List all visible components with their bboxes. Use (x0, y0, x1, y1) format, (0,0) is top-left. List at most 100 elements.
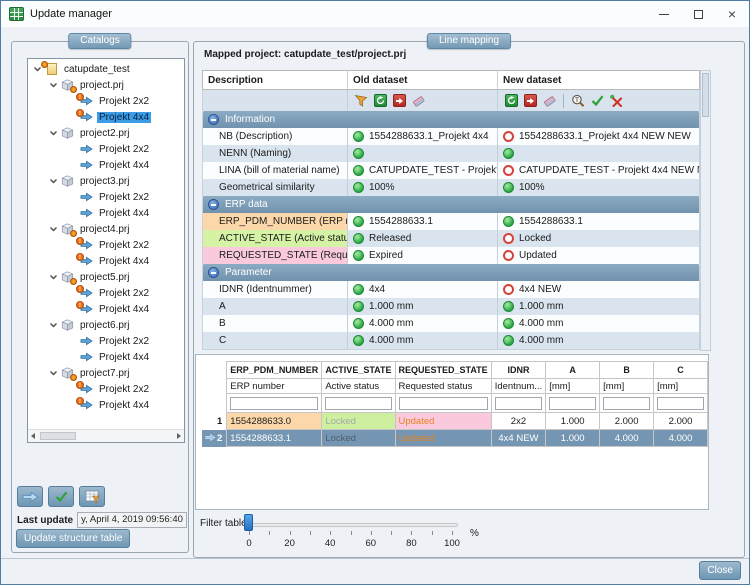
last-update-field[interactable]: y, April 4, 2019 09:56:40 (77, 512, 188, 528)
chevron-down-icon[interactable] (47, 81, 60, 89)
tree-horizontal-scrollbar[interactable] (28, 429, 184, 442)
chevron-down-icon[interactable] (47, 321, 60, 329)
mapping-row[interactable]: Geometrical similarity 100% 100% (202, 179, 700, 196)
tree-item[interactable]: project6.prj (28, 317, 184, 333)
column-header[interactable]: ERP_PDM_NUMBER (226, 361, 323, 379)
slider-ticks: 0 20 40 60 80 100 (246, 531, 460, 553)
scrollbar-thumb[interactable] (40, 432, 76, 440)
transfer-button[interactable] (17, 486, 43, 507)
column-filter-input[interactable] (325, 396, 392, 410)
tree-item[interactable]: ! Projekt 4x4 (28, 396, 184, 413)
tree-item[interactable]: project4.prj (28, 221, 184, 237)
table-row[interactable]: 2 1554288633.1 Locked Updated 4x4 NEW 1.000 4.… (202, 429, 708, 447)
section-header[interactable]: Information (202, 111, 700, 128)
tree-item[interactable]: project7.prj (28, 365, 184, 381)
structure-table-button[interactable] (79, 486, 105, 507)
accept-icon[interactable] (589, 93, 605, 109)
column-header[interactable]: A (545, 361, 601, 379)
mapping-row[interactable]: B 4.000 mm 4.000 mm (202, 315, 700, 332)
reject-icon[interactable] (608, 93, 624, 109)
chevron-down-icon[interactable] (47, 225, 60, 233)
filter-slider-thumb[interactable] (244, 514, 253, 531)
collapse-icon[interactable] (208, 114, 219, 125)
column-header[interactable]: B (599, 361, 655, 379)
scroll-right-icon[interactable] (177, 433, 181, 439)
eraser-icon[interactable] (410, 93, 426, 109)
status-dot (503, 131, 514, 142)
mapping-table: Description Old dataset New dataset T In… (202, 70, 700, 350)
tree-item[interactable]: catupdate_test (28, 60, 184, 77)
tree-item[interactable]: project2.prj (28, 125, 184, 141)
tree-item[interactable]: Projekt 2x2 (28, 141, 184, 157)
chevron-down-icon[interactable] (47, 273, 60, 281)
column-header[interactable]: REQUESTED_STATE (394, 361, 492, 379)
mapping-row[interactable]: ACTIVE_STATE (Active status) Released Lock… (202, 230, 700, 247)
slider-tick (330, 531, 332, 535)
catalog-tree[interactable]: catupdate_test project.prj! Projekt 2x2! Pr… (27, 58, 185, 443)
column-filter-input[interactable] (603, 396, 651, 410)
close-button[interactable]: × (715, 1, 749, 27)
column-header[interactable]: C (653, 361, 708, 379)
column-filter-input[interactable] (657, 396, 704, 410)
column-header[interactable]: ACTIVE_STATE (321, 361, 396, 379)
tree-item[interactable]: project.prj (28, 77, 184, 93)
mapping-row[interactable]: NENN (Naming) (202, 145, 700, 162)
tree-item[interactable]: Projekt 4x4 (28, 349, 184, 365)
tree-item[interactable]: ! Projekt 2x2 (28, 92, 184, 109)
mapping-row[interactable]: ERP_PDM_NUMBER (ERP number) 1554288633.1 1… (202, 213, 700, 230)
confirm-button[interactable] (48, 486, 74, 507)
arrow-icon (79, 143, 94, 156)
column-filter-input[interactable] (398, 396, 488, 410)
section-header[interactable]: Parameter (202, 264, 700, 281)
find-text-icon[interactable]: T (570, 93, 586, 109)
column-header-old-dataset[interactable]: Old dataset (348, 71, 498, 89)
section-header[interactable]: ERP data (202, 196, 700, 213)
run-icon[interactable] (391, 93, 407, 109)
tree-item[interactable]: ! Projekt 2x2 (28, 236, 184, 253)
column-filter-input[interactable] (494, 396, 543, 410)
tree-item[interactable]: ! Projekt 4x4 (28, 300, 184, 317)
tree-item[interactable]: Projekt 2x2 (28, 333, 184, 349)
refresh-icon[interactable] (372, 93, 388, 109)
eraser-icon[interactable] (541, 93, 557, 109)
chevron-down-icon[interactable] (31, 65, 44, 73)
column-filter-input[interactable] (549, 396, 597, 410)
tree-item[interactable]: Projekt 4x4 (28, 157, 184, 173)
refresh-icon[interactable] (503, 93, 519, 109)
mapping-vertical-scrollbar[interactable] (700, 70, 711, 351)
tree-item[interactable]: project5.prj (28, 269, 184, 285)
tree-item[interactable]: Projekt 2x2 (28, 189, 184, 205)
update-structure-table-button[interactable]: Update structure table (16, 529, 131, 548)
column-filter-input[interactable] (230, 396, 319, 410)
scroll-left-icon[interactable] (31, 433, 35, 439)
mapping-row[interactable]: LINA (bill of material name) CATUPDATE_TE… (202, 162, 700, 179)
chevron-down-icon[interactable] (47, 369, 60, 377)
run-icon[interactable] (522, 93, 538, 109)
filter-slider-track[interactable] (246, 523, 458, 527)
column-header-description[interactable]: Description (203, 71, 348, 89)
mapping-row[interactable]: REQUESTED_STATE (Requested s... Expired Up… (202, 247, 700, 264)
table-row[interactable]: 1 1554288633.0 Locked Updated 2x2 1.000 2.000 2… (202, 412, 708, 430)
collapse-icon[interactable] (208, 199, 219, 210)
tree-item[interactable]: ! Projekt 2x2 (28, 380, 184, 397)
tree-item[interactable]: ! Projekt 2x2 (28, 284, 184, 301)
filter-icon[interactable] (353, 93, 369, 109)
mapping-row[interactable]: NB (Description) 1554288633.1_Projekt 4x4… (202, 128, 700, 145)
chevron-down-icon[interactable] (47, 177, 60, 185)
column-header-new-dataset[interactable]: New dataset (503, 74, 562, 86)
maximize-button[interactable] (681, 1, 715, 27)
collapse-icon[interactable] (208, 267, 219, 278)
minimize-button[interactable] (647, 1, 681, 27)
scrollbar-thumb[interactable] (702, 73, 709, 117)
tree-item[interactable]: project3.prj (28, 173, 184, 189)
column-header[interactable]: IDNR (490, 361, 547, 379)
tree-item-label: project.prj (80, 79, 124, 91)
mapping-row[interactable]: IDNR (Identnummer) 4x4 4x4 NEW (202, 281, 700, 298)
tree-item[interactable]: ! Projekt 4x4 (28, 252, 184, 269)
close-dialog-button[interactable]: Close (699, 561, 741, 580)
tree-item[interactable]: Projekt 4x4 (28, 205, 184, 221)
mapping-row[interactable]: A 1.000 mm 1.000 mm (202, 298, 700, 315)
chevron-down-icon[interactable] (47, 129, 60, 137)
mapping-row[interactable]: C 4.000 mm 4.000 mm (202, 332, 700, 349)
tree-item[interactable]: ! Projekt 4x4 (28, 108, 184, 125)
